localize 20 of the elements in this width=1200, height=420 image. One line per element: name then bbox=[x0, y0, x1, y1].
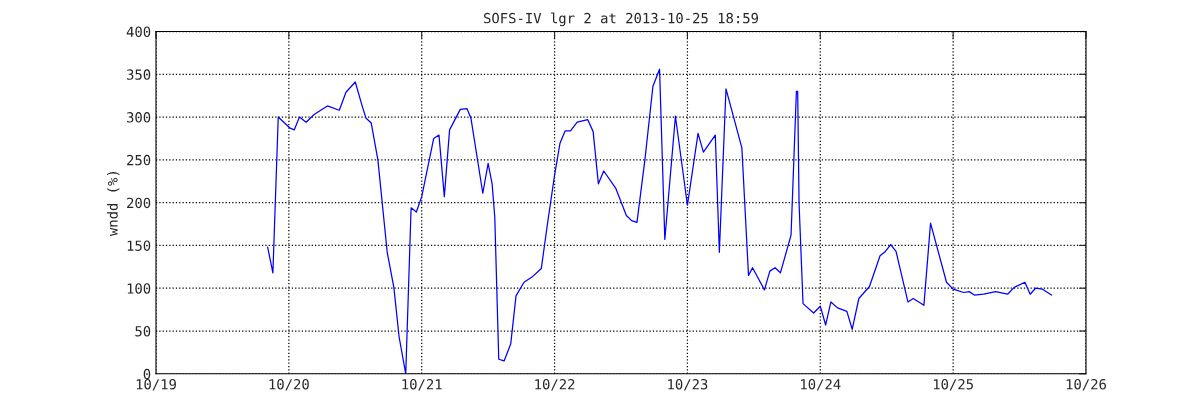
y-tick-label: 350 bbox=[126, 69, 151, 80]
y-tick-label: 250 bbox=[127, 154, 151, 166]
line-series bbox=[267, 68, 1053, 374]
y-tick-label: 100 bbox=[127, 283, 151, 294]
y-tick-label: 300 bbox=[126, 112, 151, 123]
y-tick-label: 150 bbox=[127, 240, 151, 251]
y-tick-label: 50 bbox=[135, 326, 151, 337]
x-tick-label: 10/19 bbox=[136, 378, 176, 391]
y-tick-label: 0 bbox=[143, 368, 151, 380]
y-tick-label: 400 bbox=[126, 26, 151, 38]
chart-title: SOFS-IV lgr 2 at 2013-10-25 18:59 bbox=[483, 12, 759, 27]
x-tick-label: 10/21 bbox=[402, 378, 442, 391]
x-tick-label: 10/22 bbox=[535, 378, 575, 391]
y-tick-label: 200 bbox=[127, 197, 151, 209]
x-tick-label: 10/26 bbox=[1066, 378, 1106, 391]
x-tick-label: 10/24 bbox=[801, 378, 841, 391]
x-tick-label: 10/23 bbox=[668, 378, 708, 391]
x-tick-label: 10/25 bbox=[933, 378, 973, 391]
x-tick-label: 10/20 bbox=[269, 378, 309, 391]
y-axis-title: wndd (%) bbox=[107, 172, 120, 237]
